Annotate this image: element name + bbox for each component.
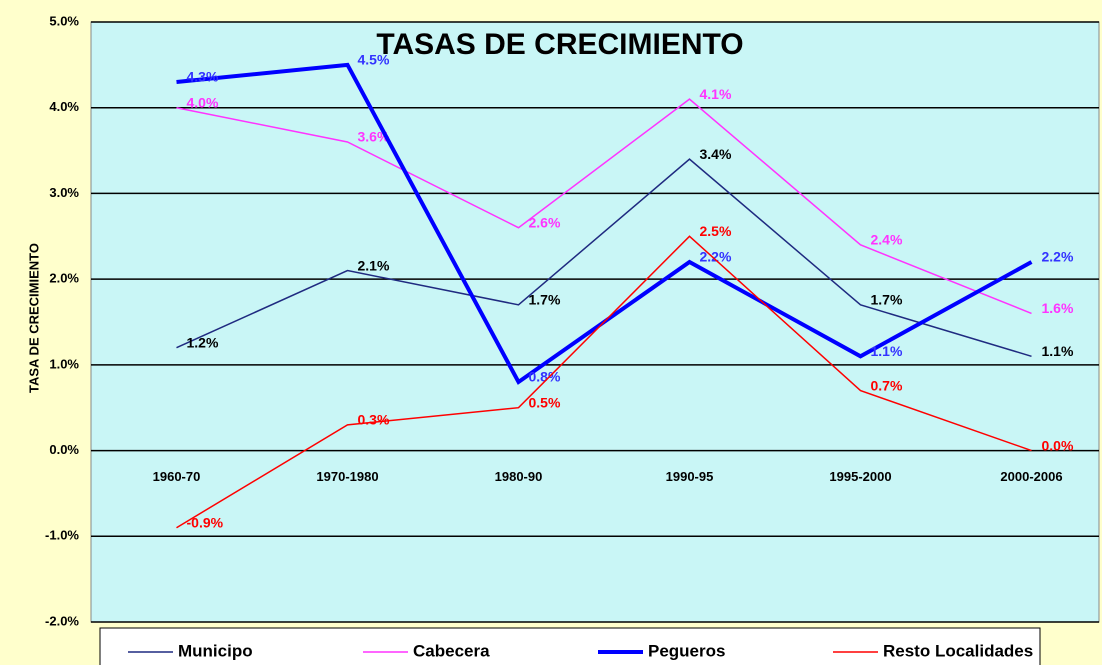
y-tick-label: 2.0% xyxy=(49,271,79,286)
data-label: 0.5% xyxy=(529,394,561,410)
data-label: 2.6% xyxy=(529,214,561,230)
series-line xyxy=(176,235,1032,529)
x-tick-label: 1995-2000 xyxy=(829,469,891,484)
data-label: 2.5% xyxy=(700,223,732,239)
data-label: 0.0% xyxy=(1042,437,1074,453)
y-tick-label: 1.0% xyxy=(49,356,79,371)
data-label: 1.1% xyxy=(871,343,903,359)
data-label: 0.3% xyxy=(358,412,390,428)
data-label: 4.5% xyxy=(358,52,390,68)
x-tick-label: 1980-90 xyxy=(495,469,543,484)
y-tick-label: 0.0% xyxy=(49,442,79,457)
data-label: 1.7% xyxy=(529,292,561,308)
data-label: 4.3% xyxy=(187,69,219,85)
data-label: 4.1% xyxy=(700,86,732,102)
data-label: 1.7% xyxy=(871,292,903,308)
x-tick-label: 1990-95 xyxy=(666,469,714,484)
y-axis-label: TASA DE CRECIMIENTO xyxy=(26,243,41,393)
legend-label: Cabecera xyxy=(413,641,490,660)
series-line xyxy=(176,158,1032,358)
y-tick-label: 3.0% xyxy=(49,185,79,200)
data-label: 0.7% xyxy=(871,377,903,393)
plot-area xyxy=(90,21,1100,623)
legend-label: Municipo xyxy=(178,641,253,660)
y-tick-label: -1.0% xyxy=(45,528,79,543)
data-label: 2.1% xyxy=(358,257,390,273)
data-label: 1.2% xyxy=(187,334,219,350)
data-label: 4.0% xyxy=(187,94,219,110)
x-tick-label: 1970-1980 xyxy=(316,469,378,484)
data-label: 3.4% xyxy=(700,146,732,162)
legend xyxy=(99,627,1041,665)
chart-title: TASAS DE CRECIMIENTO xyxy=(376,28,743,61)
y-tick-label: 4.0% xyxy=(49,99,79,114)
data-label: 2.2% xyxy=(700,249,732,265)
y-tick-label: -2.0% xyxy=(45,613,79,628)
data-label: 1.6% xyxy=(1042,300,1074,316)
data-label: -0.9% xyxy=(187,514,224,530)
data-label: 2.2% xyxy=(1042,249,1074,265)
x-tick-label: 2000-2006 xyxy=(1000,469,1062,484)
legend-label: Pegueros xyxy=(648,641,725,660)
y-tick-label: 5.0% xyxy=(49,13,79,28)
data-label: 1.1% xyxy=(1042,343,1074,359)
legend-label: Resto Localidades xyxy=(883,641,1033,660)
x-tick-label: 1960-70 xyxy=(153,469,201,484)
series-line xyxy=(176,98,1032,315)
data-label: 2.4% xyxy=(871,232,903,248)
